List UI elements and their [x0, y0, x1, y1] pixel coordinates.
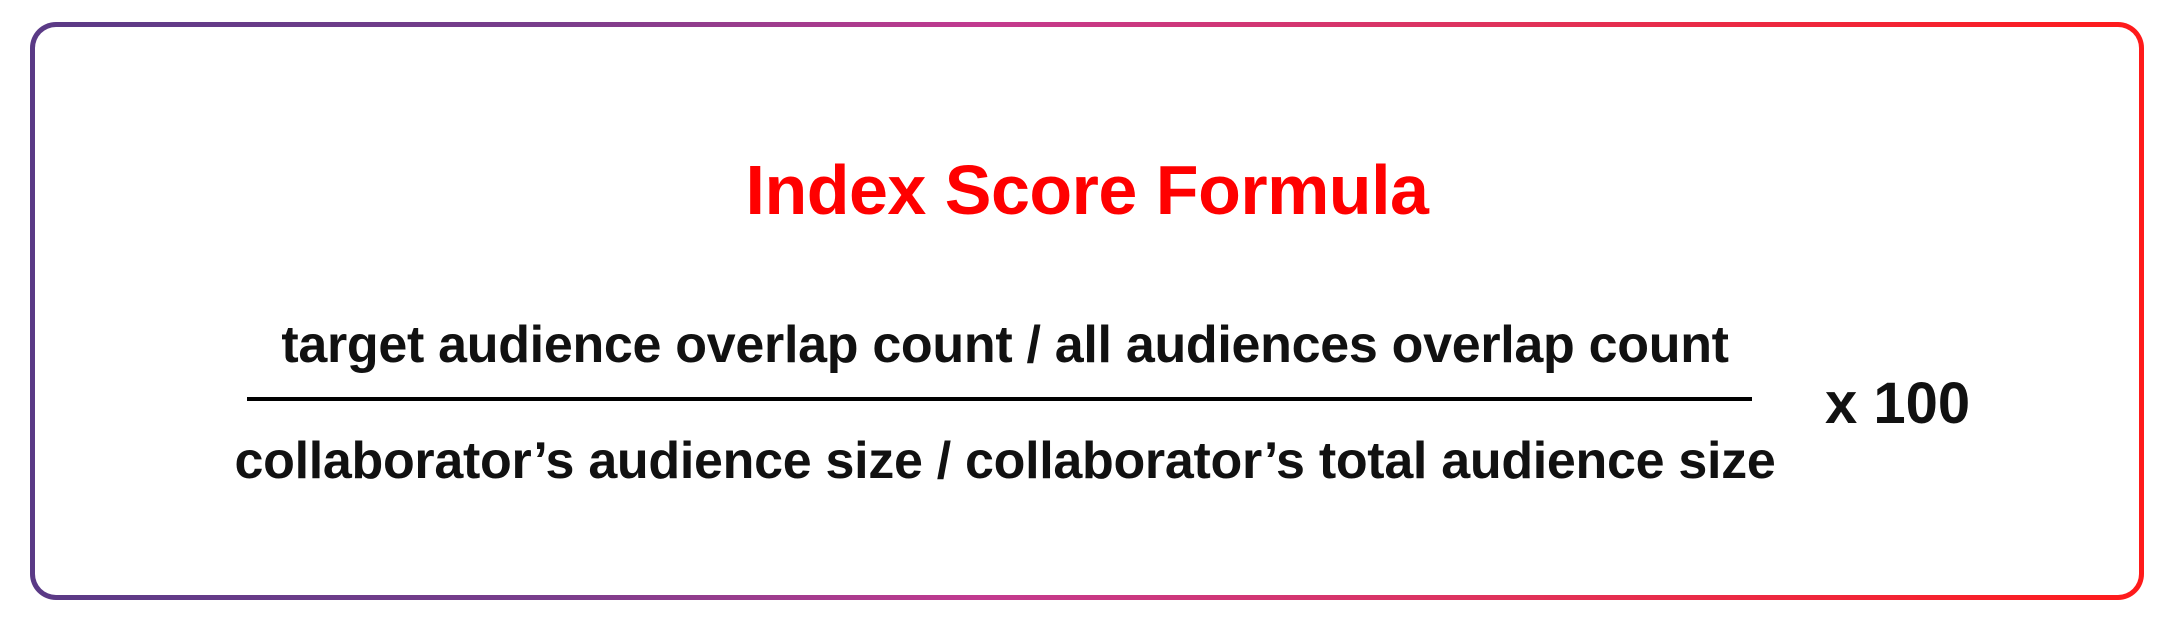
formula-card: Index Score Formula target audience over… [35, 27, 2139, 595]
formula-multiplier: x 100 [1825, 371, 1971, 436]
formula-denominator: collaborator’s audience size / collabora… [234, 432, 1776, 490]
formula-numerator: target audience overlap count / all audi… [281, 316, 1729, 374]
fraction-bar [247, 397, 1752, 401]
formula-card-border: Index Score Formula target audience over… [30, 22, 2144, 600]
formula-fraction: target audience overlap count / all audi… [205, 27, 1805, 595]
formula-title: Index Score Formula [745, 151, 1429, 229]
